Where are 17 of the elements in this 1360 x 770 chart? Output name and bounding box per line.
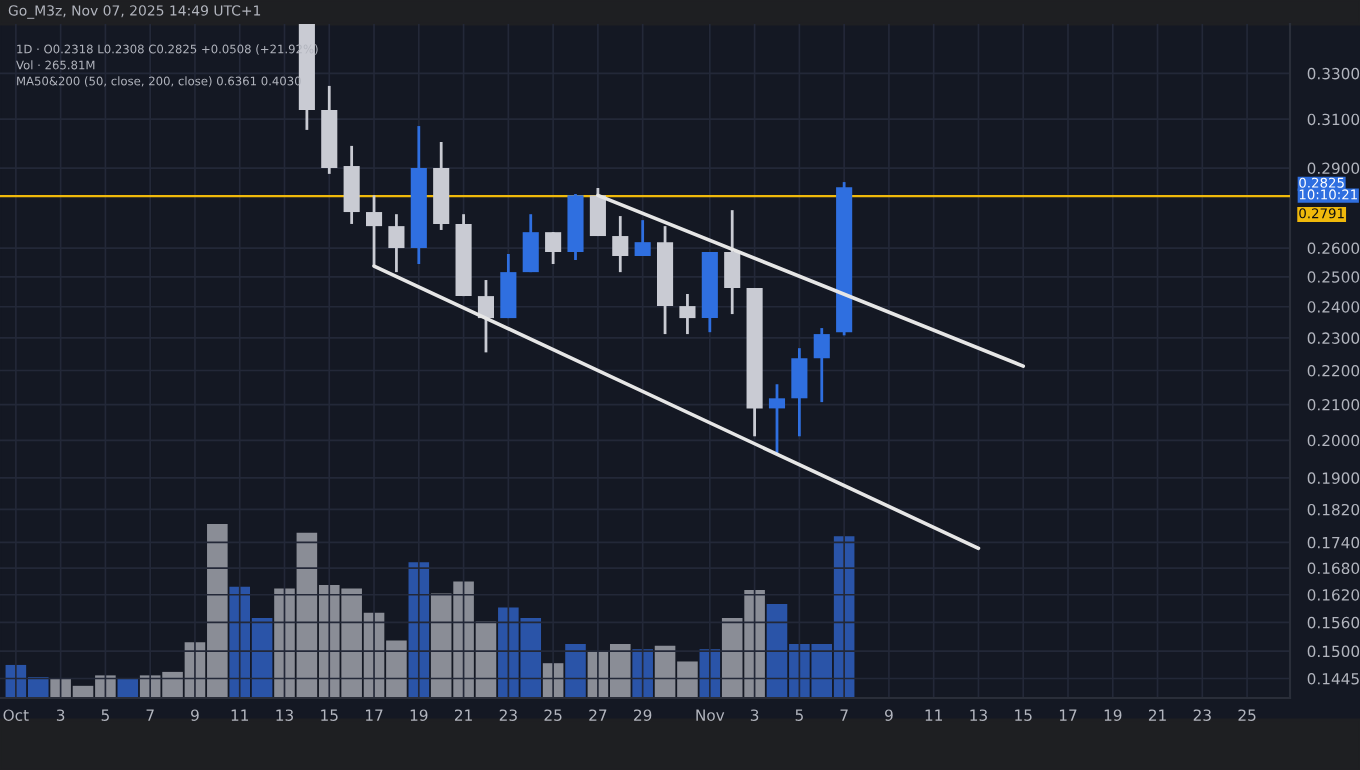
- candlestick: [522, 212, 539, 274]
- candlestick: [634, 218, 651, 258]
- candlestick: [365, 193, 383, 268]
- candlestick: [612, 214, 629, 274]
- candlestick: [500, 252, 517, 320]
- candlestick: [791, 346, 808, 438]
- candlestick: [724, 208, 741, 316]
- candlestick: [679, 292, 696, 336]
- candlestick: [388, 212, 405, 274]
- candlestick: [589, 186, 606, 238]
- bar: [117, 678, 139, 698]
- candlestick: [768, 382, 786, 456]
- candlestick: [545, 230, 562, 266]
- candlestick: [343, 144, 360, 226]
- bar: [565, 644, 586, 698]
- candlestick: [813, 326, 830, 404]
- candlestick: [477, 278, 495, 354]
